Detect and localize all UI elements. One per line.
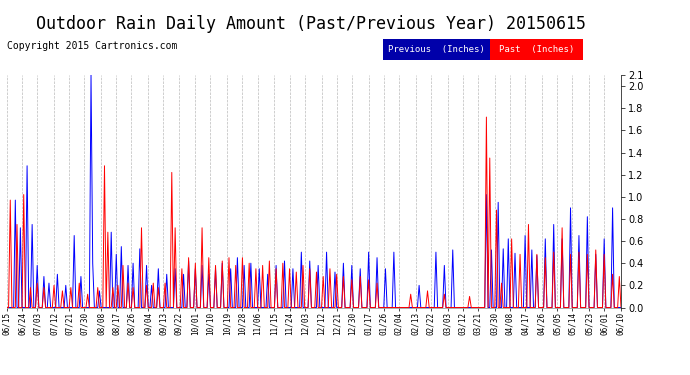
Text: Outdoor Rain Daily Amount (Past/Previous Year) 20150615: Outdoor Rain Daily Amount (Past/Previous… [35,15,586,33]
Text: Past  (Inches): Past (Inches) [499,45,574,54]
Text: Previous  (Inches): Previous (Inches) [388,45,485,54]
Text: Copyright 2015 Cartronics.com: Copyright 2015 Cartronics.com [7,41,177,51]
